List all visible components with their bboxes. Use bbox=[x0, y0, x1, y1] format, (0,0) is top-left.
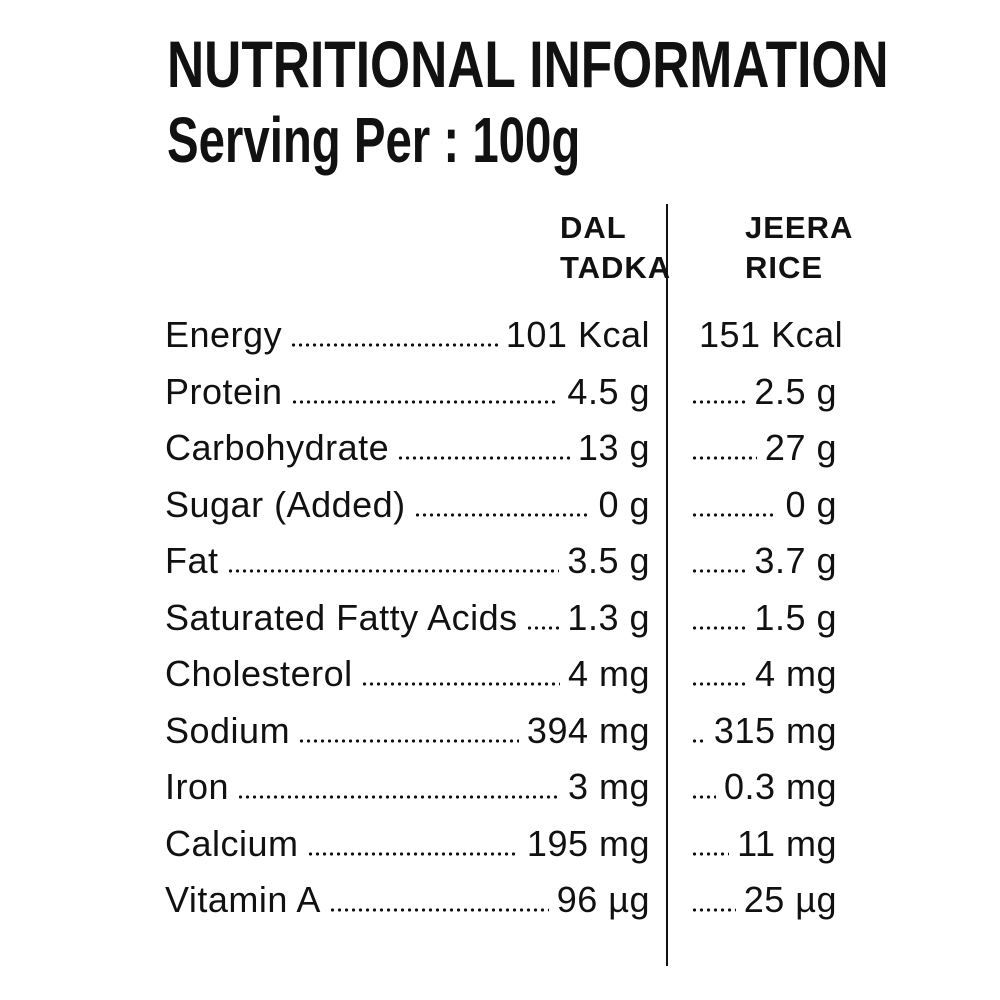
dal-cell: Saturated Fatty Acids 1.3 g bbox=[165, 593, 650, 643]
nutrient-name: Fat bbox=[165, 540, 219, 581]
nutrient-name: Vitamin A bbox=[165, 879, 321, 920]
dal-value: 101 Kcal bbox=[505, 314, 650, 355]
leader bbox=[298, 737, 519, 744]
nutrient-name: Calcium bbox=[165, 822, 299, 864]
nutrient-name: Energy bbox=[165, 314, 283, 355]
leader bbox=[691, 455, 757, 461]
dal-value: 13 g bbox=[577, 427, 650, 468]
leader bbox=[290, 342, 498, 348]
dal-value: 0 g bbox=[598, 483, 650, 525]
rice-cell: 315 mg bbox=[683, 706, 837, 756]
dal-cell: Sugar (Added) 0 g bbox=[165, 480, 650, 530]
leader bbox=[691, 737, 706, 744]
nutrient-row: Iron 3 mg 0.3 mg bbox=[165, 762, 837, 812]
leader bbox=[691, 907, 736, 913]
rice-cell: 25 µg bbox=[683, 875, 837, 925]
leader bbox=[691, 681, 747, 687]
rice-cell: 0 g bbox=[683, 480, 837, 530]
nutrient-row: Energy 101 Kcal 151 Kcal bbox=[165, 310, 843, 360]
nutrient-row: Sugar (Added) 0 g 0 g bbox=[165, 480, 837, 530]
nutrient-row: Calcium 195 mg 11 mg bbox=[165, 819, 837, 869]
leader bbox=[413, 511, 591, 518]
column-header: JEERA RICE bbox=[745, 210, 853, 285]
column-header: DAL TADKA bbox=[560, 210, 672, 285]
leader bbox=[691, 568, 747, 574]
rice-value: 1.5 g bbox=[754, 596, 837, 638]
leader bbox=[691, 511, 778, 518]
rice-cell: 151 Kcal bbox=[683, 310, 843, 360]
rice-value: 151 Kcal bbox=[699, 314, 844, 355]
rice-value: 315 mg bbox=[713, 709, 837, 751]
dal-value: 1.3 g bbox=[567, 596, 650, 638]
nutrient-name: Sodium bbox=[165, 709, 291, 751]
leader bbox=[360, 681, 560, 687]
leader bbox=[525, 624, 560, 631]
rice-cell: 3.7 g bbox=[683, 536, 837, 586]
rice-value: 3.7 g bbox=[754, 540, 837, 581]
nutrient-name: Cholesterol bbox=[165, 653, 353, 694]
subtitle: Serving Per : 100g bbox=[167, 104, 581, 176]
rice-value: 0.3 mg bbox=[723, 766, 837, 807]
nutrient-row: Carbohydrate 13 g 27 g bbox=[165, 423, 837, 473]
dal-value: 4.5 g bbox=[567, 370, 650, 412]
leader bbox=[691, 850, 730, 857]
rice-value: 11 mg bbox=[737, 822, 837, 864]
dal-value: 3.5 g bbox=[567, 540, 650, 581]
rice-cell: 4 mg bbox=[683, 649, 837, 699]
nutrient-name: Sugar (Added) bbox=[165, 483, 406, 525]
divider bbox=[666, 204, 668, 966]
dal-value: 195 mg bbox=[526, 822, 650, 864]
dal-cell: Fat 3.5 g bbox=[165, 536, 650, 586]
dal-value: 96 µg bbox=[556, 879, 650, 920]
rice-value: 4 mg bbox=[754, 653, 837, 694]
dal-cell: Iron 3 mg bbox=[165, 762, 650, 812]
rice-value: 2.5 g bbox=[754, 370, 837, 412]
rice-cell: 27 g bbox=[683, 423, 837, 473]
nutrient-row: Vitamin A 96 µg 25 µg bbox=[165, 875, 837, 925]
nutrient-row: Saturated Fatty Acids 1.3 g 1.5 g bbox=[165, 593, 837, 643]
rice-value: 25 µg bbox=[743, 879, 837, 920]
dal-value: 4 mg bbox=[567, 653, 650, 694]
leader bbox=[237, 794, 560, 800]
nutrient-row: Fat 3.5 g 3.7 g bbox=[165, 536, 837, 586]
dal-cell: Protein 4.5 g bbox=[165, 367, 650, 417]
nutrient-row: Cholesterol 4 mg 4 mg bbox=[165, 649, 837, 699]
leader bbox=[290, 398, 560, 405]
dal-cell: Sodium 394 mg bbox=[165, 706, 650, 756]
dal-cell: Calcium 195 mg bbox=[165, 819, 650, 869]
dal-value: 394 mg bbox=[526, 709, 650, 751]
rice-cell: 11 mg bbox=[683, 819, 837, 869]
nutrient-name: Saturated Fatty Acids bbox=[165, 596, 518, 638]
nutrient-name: Iron bbox=[165, 766, 230, 807]
dal-cell: Vitamin A 96 µg bbox=[165, 875, 650, 925]
nutrient-row: Protein 4.5 g 2.5 g bbox=[165, 367, 837, 417]
dal-cell: Cholesterol 4 mg bbox=[165, 649, 650, 699]
leader bbox=[691, 398, 747, 405]
leader bbox=[226, 568, 560, 574]
rice-value: 27 g bbox=[764, 427, 837, 468]
leader bbox=[306, 850, 519, 857]
nutrient-name: Protein bbox=[165, 370, 283, 412]
leader bbox=[691, 624, 747, 631]
rice-cell: 1.5 g bbox=[683, 593, 837, 643]
title: NUTRITIONAL INFORMATION bbox=[167, 27, 889, 101]
dal-cell: Carbohydrate 13 g bbox=[165, 423, 650, 473]
dal-cell: Energy 101 Kcal bbox=[165, 310, 650, 360]
nutrient-row: Sodium 394 mg 315 mg bbox=[165, 706, 837, 756]
leader bbox=[397, 455, 570, 461]
dal-value: 3 mg bbox=[567, 766, 650, 807]
nutrient-name: Carbohydrate bbox=[165, 427, 390, 468]
rice-cell: 0.3 mg bbox=[683, 762, 837, 812]
leader bbox=[328, 907, 549, 913]
rice-cell: 2.5 g bbox=[683, 367, 837, 417]
leader bbox=[691, 794, 716, 800]
rice-value: 0 g bbox=[785, 483, 837, 525]
